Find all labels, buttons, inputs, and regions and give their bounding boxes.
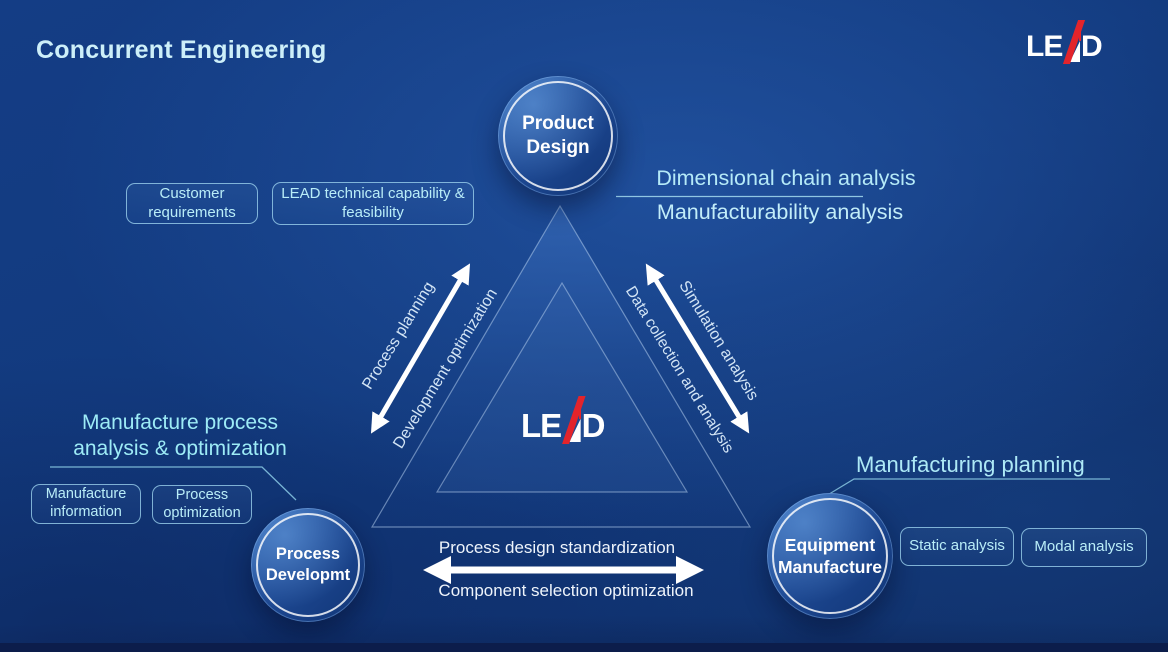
pill-customer-requirements: Customer requirements xyxy=(126,183,258,224)
pill-modal-analysis: Modal analysis xyxy=(1021,528,1147,567)
pill-manufacture-information: Manufacture information xyxy=(31,484,141,524)
pill-lead-technical-capability: LEAD technical capability & feasibility xyxy=(272,182,474,225)
node-label-line: Developmt xyxy=(265,566,351,584)
process-header-connector xyxy=(50,466,297,501)
page-title: Concurrent Engineering xyxy=(36,36,327,64)
logo-letters-le: LE xyxy=(1026,30,1063,63)
node-label-line: Manufacture xyxy=(777,557,883,577)
logo-red-slash-icon xyxy=(561,395,586,444)
inner-triangle xyxy=(435,281,689,493)
node-process-development: Process Developmt xyxy=(251,508,365,622)
node-product-design: Product Design xyxy=(498,76,618,196)
edge-label-component-selection-optimization: Component selection optimization xyxy=(438,581,694,600)
equipment-header-connector xyxy=(815,478,1110,503)
header-manufacturing-planning: Manufacturing planning xyxy=(856,452,1085,477)
node-equipment-manufacture: Equipment Manufacture xyxy=(767,493,893,619)
logo-red-slash-icon xyxy=(1062,20,1085,64)
pill-process-optimization: Process optimization xyxy=(152,485,252,524)
bottom-accent-bar xyxy=(0,643,1168,652)
logo-letter-d: D xyxy=(581,407,606,444)
node-label-line: Equipment xyxy=(784,534,876,555)
label-manufacturability-analysis: Manufacturability analysis xyxy=(656,200,904,224)
lead-logo-center-icon: LE D xyxy=(521,395,606,444)
pill-static-analysis: Static analysis xyxy=(900,527,1014,566)
label-dimensional-chain-analysis: Dimensional chain analysis xyxy=(656,166,916,190)
right-double-arrow xyxy=(645,263,750,434)
background-wave xyxy=(0,573,1168,643)
node-label-line: Design xyxy=(526,137,590,158)
left-double-arrow xyxy=(370,263,471,434)
node-label-line: Process xyxy=(275,544,341,563)
header-line: Manufacture process xyxy=(81,411,279,434)
header-manufacture-process-analysis: Manufacture process analysis & optimizat… xyxy=(44,410,316,462)
lead-logo-icon: LE D xyxy=(1026,20,1103,64)
logo-letters-le: LE xyxy=(521,407,562,444)
logo-letter-d: D xyxy=(1080,30,1103,63)
node-label-line: Product xyxy=(522,112,594,134)
edge-label-process-design-standardization: Process design standardization xyxy=(438,538,676,557)
header-line: analysis & optimization xyxy=(73,437,287,460)
